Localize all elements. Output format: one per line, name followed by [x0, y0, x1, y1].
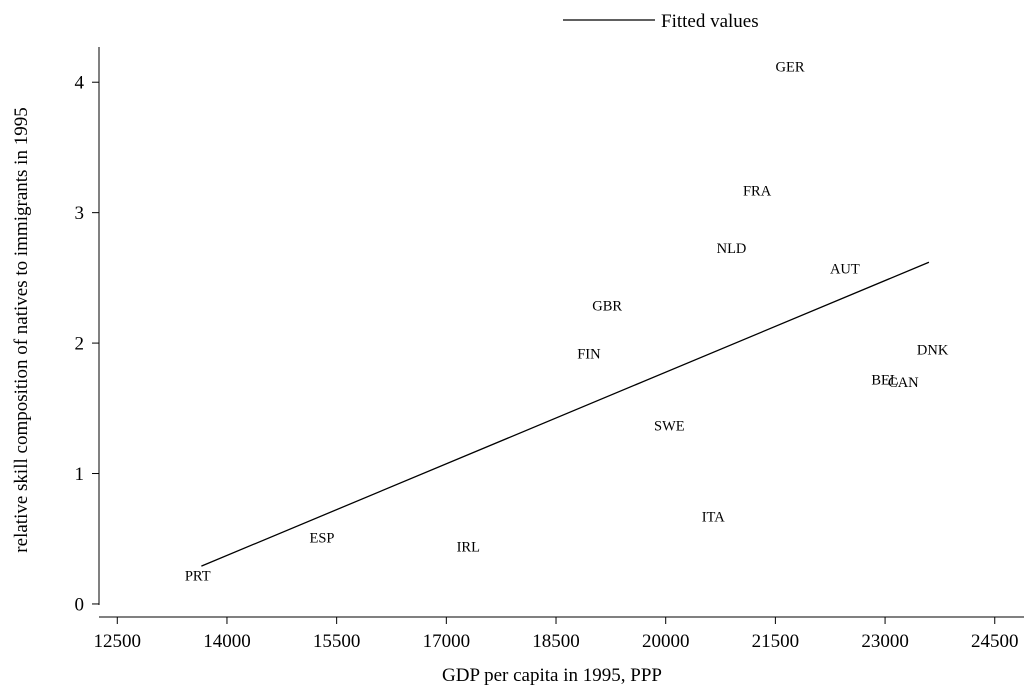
point-label-can: CAN	[888, 375, 919, 391]
x-tick-label: 18500	[532, 631, 580, 652]
fitted-values-line	[201, 261, 930, 567]
y-tick-label: 4	[75, 73, 85, 94]
x-tick-label: 14000	[203, 631, 251, 652]
x-axis-ticks: 12500 14000 15500 17000 18500 20000 21500 23000…	[94, 617, 1019, 652]
legend: Fitted values	[563, 11, 759, 32]
legend-label-fitted-values: Fitted values	[661, 11, 759, 32]
x-tick-label: 17000	[423, 631, 471, 652]
point-label-nld: NLD	[717, 241, 747, 257]
x-tick-label: 20000	[642, 631, 690, 652]
point-label-aut: AUT	[830, 262, 860, 278]
point-label-dnk: DNK	[917, 343, 949, 359]
point-label-irl: IRL	[457, 540, 480, 556]
point-label-fra: FRA	[743, 183, 772, 199]
fitted-line-group	[201, 261, 930, 567]
y-tick-label: 3	[75, 203, 85, 224]
x-axis-title: GDP per capita in 1995, PPP	[442, 665, 662, 685]
point-label-fin: FIN	[577, 347, 601, 363]
point-label-ger: GER	[776, 60, 805, 76]
point-label-swe: SWE	[654, 418, 685, 434]
point-label-prt: PRT	[185, 568, 211, 584]
y-tick-label: 2	[75, 334, 85, 355]
point-label-ita: ITA	[702, 510, 726, 526]
x-tick-label: 21500	[752, 631, 800, 652]
x-tick-label: 24500	[971, 631, 1019, 652]
point-label-bel: BEL	[871, 373, 898, 389]
point-label-esp: ESP	[310, 530, 335, 546]
y-tick-label: 1	[75, 464, 85, 485]
x-tick-label: 23000	[861, 631, 909, 652]
y-tick-label: 0	[75, 594, 85, 615]
y-axis-title: relative skill composition of natives to…	[11, 107, 32, 552]
point-label-gbr: GBR	[592, 298, 622, 314]
x-tick-label: 15500	[313, 631, 361, 652]
y-axis-ticks: 0 1 2 3 4	[75, 73, 99, 615]
x-tick-label: 12500	[94, 631, 142, 652]
